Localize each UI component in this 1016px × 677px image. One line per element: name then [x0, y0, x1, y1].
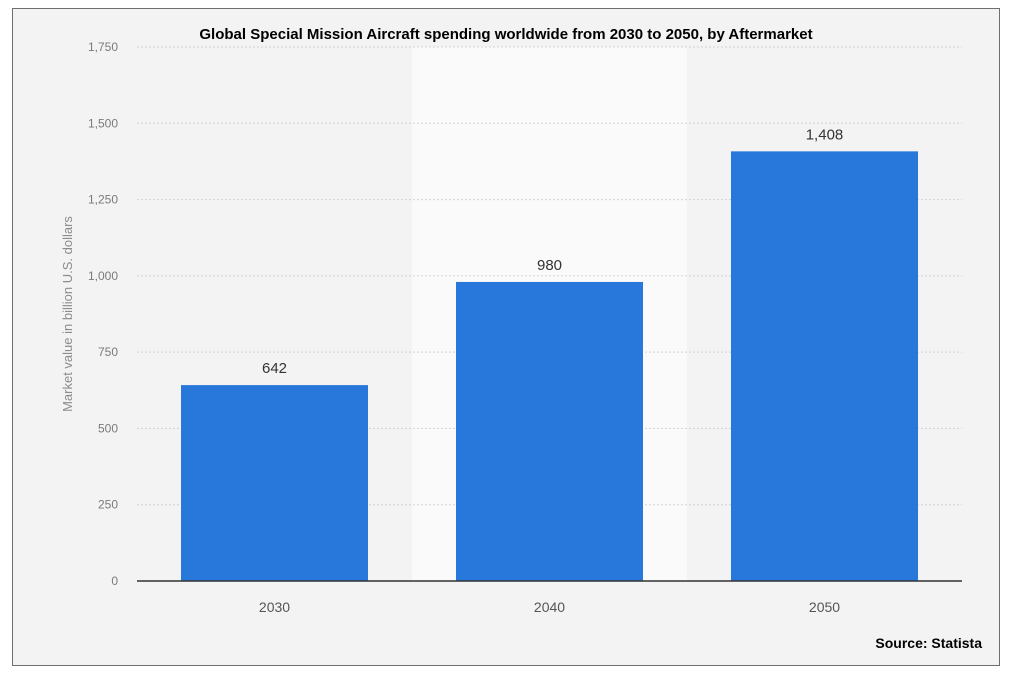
source-note: Source: Statista: [875, 635, 982, 651]
y-tick-label: 1,250: [88, 193, 118, 207]
y-tick-label: 1,000: [88, 269, 118, 283]
y-axis-ticks: 0 250 500 750 1,000 1,250 1,500 1,750: [88, 40, 118, 588]
data-label: 980: [537, 257, 562, 274]
y-tick-label: 500: [98, 421, 118, 435]
data-labels: 642 980 1,408: [262, 126, 843, 377]
y-tick-label: 1,500: [88, 116, 118, 130]
bars: [181, 151, 918, 581]
x-axis-ticks: 2030 2040 2050: [259, 599, 840, 615]
bar: [456, 281, 643, 581]
x-tick-label: 2030: [259, 599, 290, 615]
data-label: 1,408: [806, 126, 844, 143]
y-tick-label: 0: [111, 574, 118, 588]
y-axis-label: Market value in billion U.S. dollars: [60, 216, 75, 412]
y-tick-label: 250: [98, 498, 118, 512]
chart-title: Global Special Mission Aircraft spending…: [199, 26, 812, 43]
bar: [181, 385, 368, 581]
bar: [731, 151, 918, 581]
x-tick-label: 2050: [809, 599, 840, 615]
data-label: 642: [262, 360, 287, 377]
y-tick-label: 1,750: [88, 40, 118, 54]
x-tick-label: 2040: [534, 599, 565, 615]
y-tick-label: 750: [98, 345, 118, 359]
